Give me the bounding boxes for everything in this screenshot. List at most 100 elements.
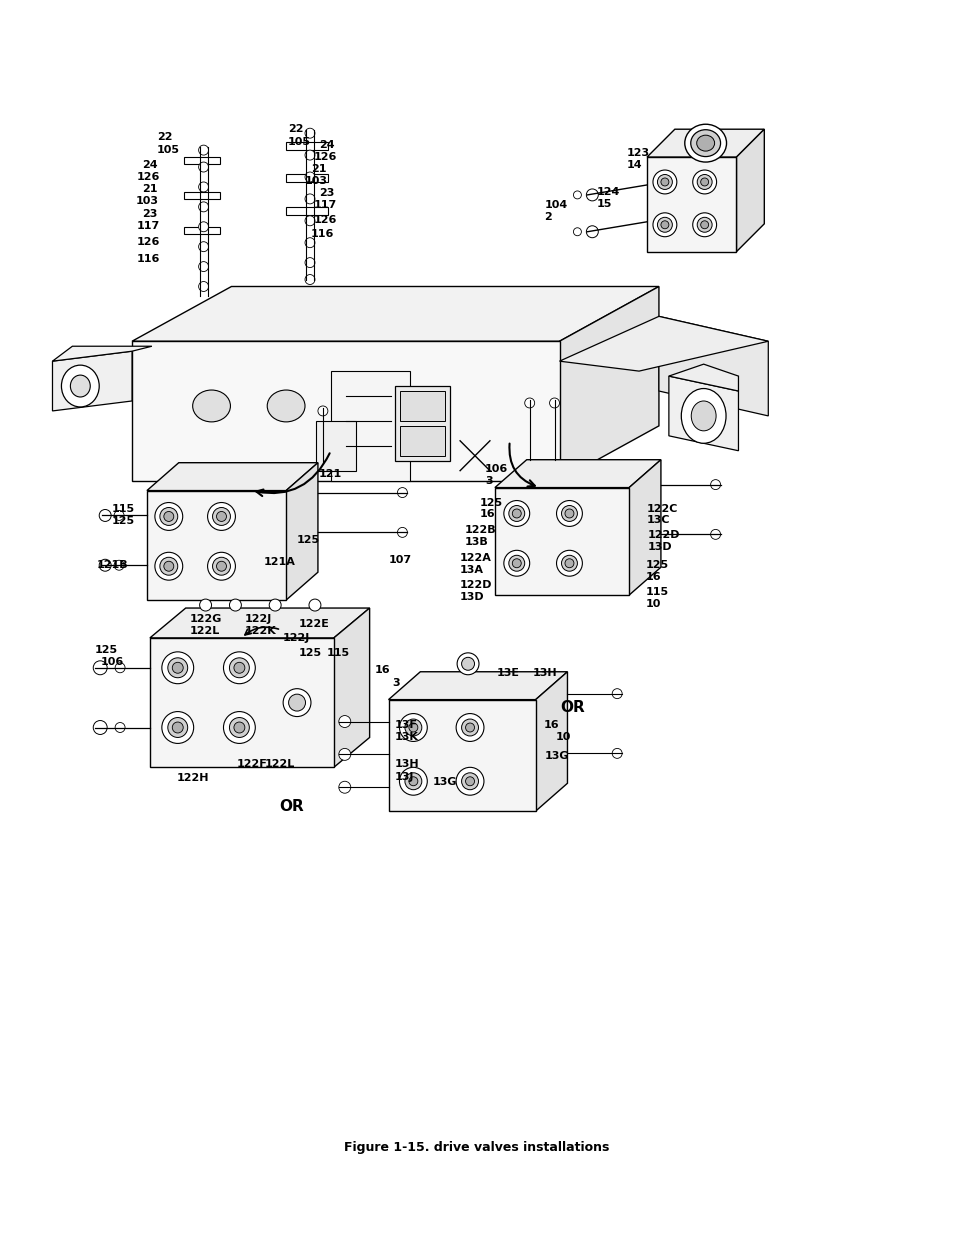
Text: OR: OR <box>279 799 304 814</box>
Ellipse shape <box>503 500 529 526</box>
Text: 13K: 13K <box>395 732 418 742</box>
Polygon shape <box>646 130 763 157</box>
Ellipse shape <box>164 561 173 572</box>
Text: 24: 24 <box>142 161 157 170</box>
Bar <box>400 391 445 421</box>
Bar <box>184 191 219 199</box>
Text: 105: 105 <box>288 137 311 147</box>
Ellipse shape <box>561 556 577 572</box>
Ellipse shape <box>168 658 188 678</box>
Text: 122B: 122B <box>464 525 497 536</box>
Circle shape <box>549 398 558 408</box>
Text: 10: 10 <box>555 732 570 742</box>
Bar <box>395 387 450 461</box>
Ellipse shape <box>465 777 474 785</box>
Text: 126: 126 <box>314 215 337 225</box>
Ellipse shape <box>409 777 417 785</box>
Circle shape <box>198 201 209 212</box>
Circle shape <box>198 222 209 232</box>
Text: OR: OR <box>560 700 584 715</box>
Ellipse shape <box>223 652 255 684</box>
Ellipse shape <box>691 401 716 431</box>
Ellipse shape <box>230 658 249 678</box>
Ellipse shape <box>700 178 708 186</box>
Text: 105: 105 <box>156 146 180 156</box>
Text: 117: 117 <box>314 200 336 210</box>
Text: 122D: 122D <box>459 580 492 590</box>
Text: 13E: 13E <box>497 668 519 678</box>
Text: 126: 126 <box>137 172 160 182</box>
Bar <box>646 157 736 252</box>
Ellipse shape <box>692 212 716 237</box>
Polygon shape <box>736 130 763 252</box>
Polygon shape <box>132 287 659 341</box>
Polygon shape <box>495 459 660 488</box>
Ellipse shape <box>193 390 231 422</box>
Ellipse shape <box>154 503 183 530</box>
Circle shape <box>114 561 124 571</box>
FancyArrowPatch shape <box>509 443 535 487</box>
Ellipse shape <box>461 657 474 671</box>
Text: 122F: 122F <box>236 760 267 769</box>
Circle shape <box>397 488 407 498</box>
Text: 21: 21 <box>311 164 326 174</box>
Bar <box>150 638 334 767</box>
Text: 124: 124 <box>596 186 619 196</box>
Circle shape <box>586 226 598 237</box>
Text: 13C: 13C <box>646 515 670 525</box>
FancyArrowPatch shape <box>245 627 278 635</box>
Text: 125: 125 <box>296 535 320 546</box>
Circle shape <box>338 782 351 793</box>
Polygon shape <box>52 346 152 361</box>
Circle shape <box>198 282 209 291</box>
Circle shape <box>338 715 351 727</box>
Text: 3: 3 <box>484 475 492 485</box>
Text: 107: 107 <box>388 556 411 566</box>
Text: 16: 16 <box>645 572 661 582</box>
Text: 117: 117 <box>137 221 160 231</box>
Polygon shape <box>628 459 660 595</box>
Text: 116: 116 <box>137 253 160 263</box>
Text: 125: 125 <box>479 498 502 508</box>
Bar <box>495 488 628 595</box>
Text: 116: 116 <box>311 228 334 238</box>
Bar <box>132 341 558 480</box>
Bar <box>315 421 355 471</box>
Text: 13D: 13D <box>647 542 672 552</box>
Text: 22: 22 <box>288 125 303 135</box>
Circle shape <box>93 661 107 674</box>
Circle shape <box>305 237 314 248</box>
Ellipse shape <box>503 551 529 577</box>
Polygon shape <box>668 364 738 391</box>
Ellipse shape <box>697 174 711 189</box>
Text: 122C: 122C <box>646 504 678 514</box>
Ellipse shape <box>213 508 231 525</box>
Ellipse shape <box>461 773 478 789</box>
Circle shape <box>198 146 209 156</box>
Ellipse shape <box>456 767 483 795</box>
Circle shape <box>93 720 107 735</box>
Circle shape <box>198 262 209 272</box>
Circle shape <box>586 189 598 201</box>
Circle shape <box>198 182 209 191</box>
Circle shape <box>305 216 314 226</box>
Circle shape <box>114 510 124 520</box>
Text: 13A: 13A <box>459 566 483 576</box>
Text: 122J: 122J <box>244 614 272 624</box>
Text: 122D: 122D <box>647 530 679 541</box>
Polygon shape <box>558 287 659 480</box>
Circle shape <box>397 527 407 537</box>
Bar <box>184 227 219 233</box>
Circle shape <box>612 689 621 699</box>
Ellipse shape <box>660 221 668 228</box>
Circle shape <box>573 227 580 236</box>
Text: 2: 2 <box>544 212 552 222</box>
Text: 122L: 122L <box>264 760 294 769</box>
Text: 125: 125 <box>112 516 135 526</box>
Ellipse shape <box>657 217 672 232</box>
Circle shape <box>230 599 241 611</box>
Text: 22: 22 <box>156 132 172 142</box>
Text: 125: 125 <box>298 648 322 658</box>
Ellipse shape <box>283 689 311 716</box>
Ellipse shape <box>213 557 231 576</box>
